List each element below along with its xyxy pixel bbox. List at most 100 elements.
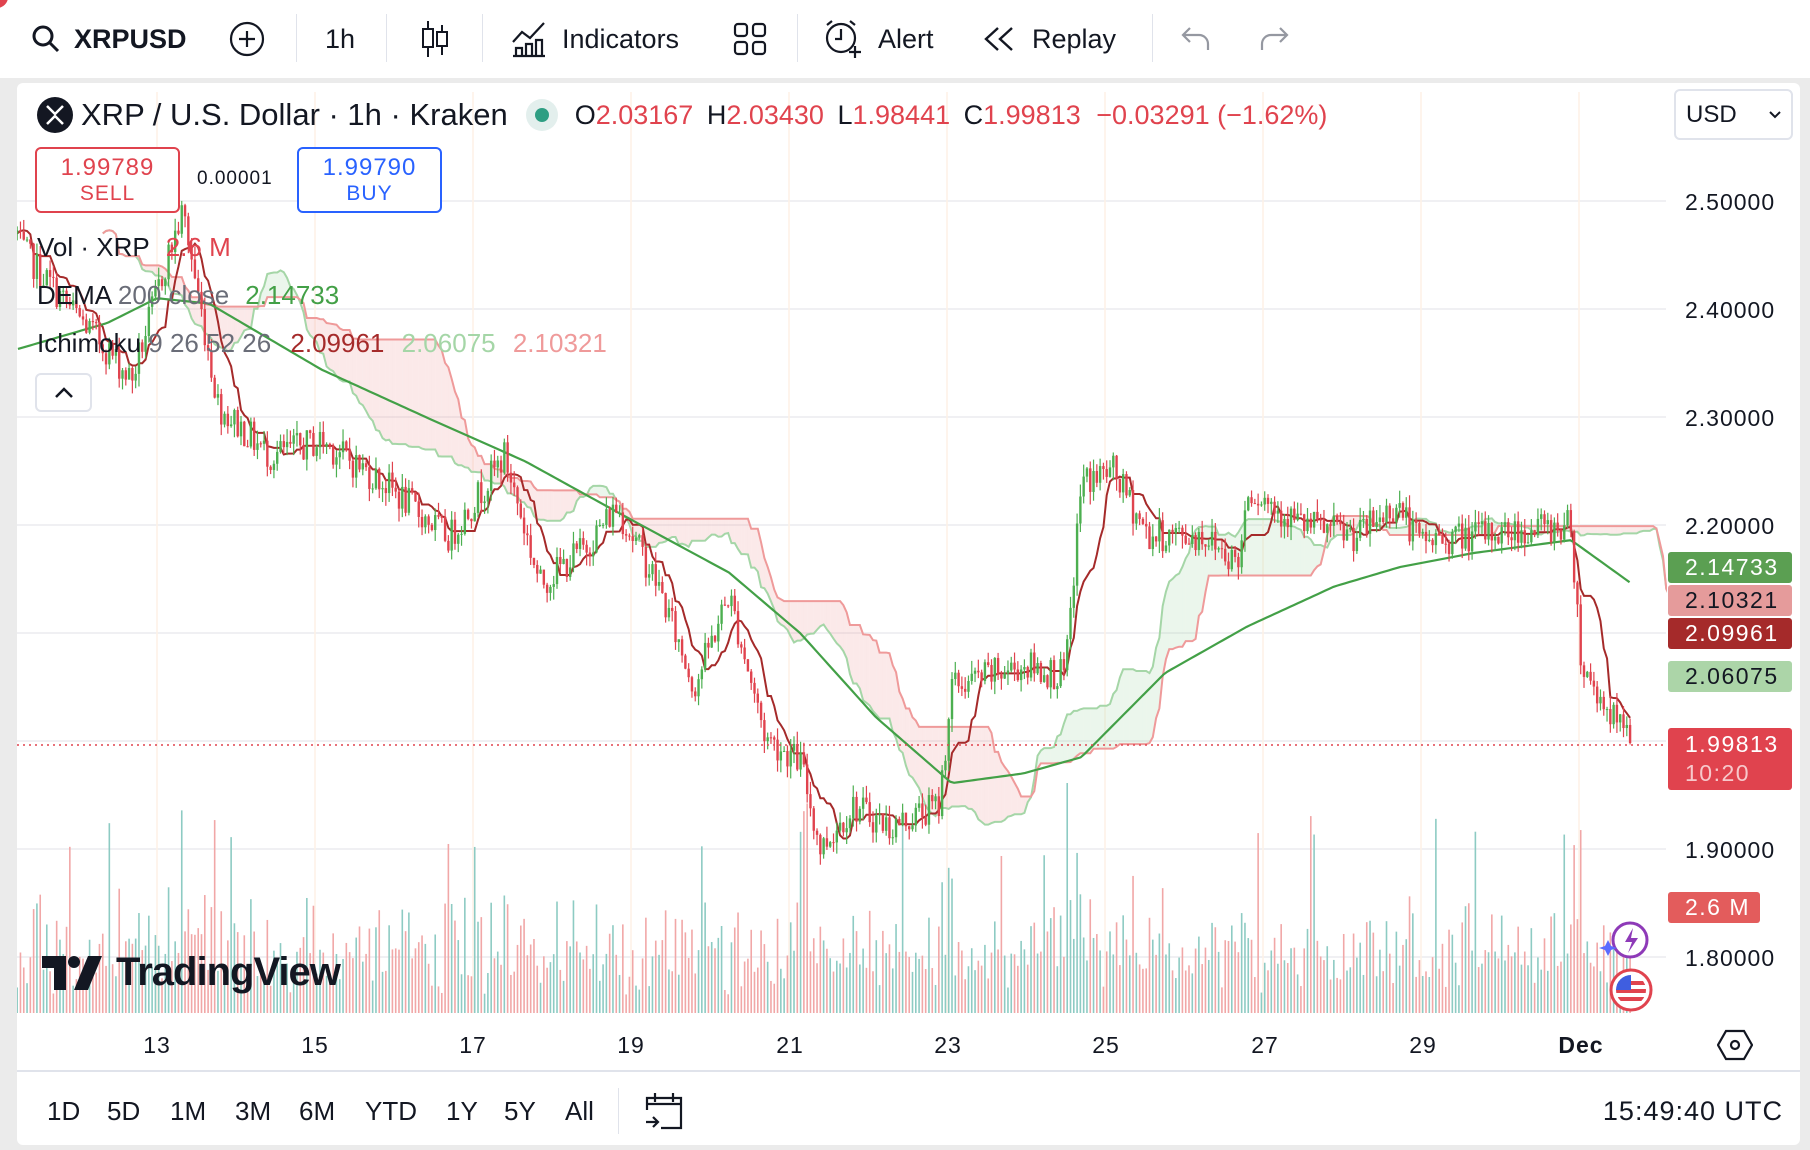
ichimoku-cloud xyxy=(1175,573,1180,648)
ichimoku-legend[interactable]: Ichimoku 9 26 52 26 2.09961 2.06075 2.10… xyxy=(37,328,607,358)
ichimoku-cloud xyxy=(1093,708,1097,749)
range-button-5y[interactable]: 5Y xyxy=(504,1096,536,1126)
candle xyxy=(578,538,582,549)
undo-button[interactable] xyxy=(1180,0,1214,78)
candle xyxy=(1332,515,1336,526)
candle xyxy=(1540,514,1543,519)
layouts-button[interactable] xyxy=(732,0,768,78)
ichimoku-cloud xyxy=(958,726,962,807)
candle xyxy=(1164,545,1168,552)
ichimoku-cloud xyxy=(754,528,758,572)
ichimoku-cloud xyxy=(277,270,281,298)
candle xyxy=(651,564,654,575)
candle xyxy=(746,659,750,672)
ichimoku-cloud xyxy=(1195,526,1199,639)
candle xyxy=(394,487,397,492)
volume-bar xyxy=(1474,831,1477,1013)
volume-bar xyxy=(1290,948,1292,1013)
volume-bar xyxy=(635,985,637,1013)
ichimoku-cloud xyxy=(1073,710,1078,759)
range-button-all[interactable]: All xyxy=(565,1096,594,1126)
candle xyxy=(345,441,348,450)
last-price: 1.99813 xyxy=(1685,731,1779,757)
sell-button[interactable]: 1.99789 SELL xyxy=(35,147,180,213)
range-button-1d[interactable]: 1D xyxy=(47,1096,81,1126)
candle xyxy=(934,796,937,802)
range-button-5d[interactable]: 5D xyxy=(107,1096,141,1126)
range-button-6m[interactable]: 6M xyxy=(299,1096,336,1126)
chart-type-button[interactable] xyxy=(420,0,450,78)
replay-button[interactable]: Replay xyxy=(982,0,1116,78)
candle xyxy=(170,244,174,253)
volume-bar xyxy=(1286,963,1289,1013)
volume-bar xyxy=(1201,964,1203,1013)
volume-bar xyxy=(1438,968,1440,1013)
candle xyxy=(272,463,276,470)
candle xyxy=(1069,607,1072,640)
volume-bar xyxy=(1507,944,1510,1013)
candle xyxy=(884,817,888,831)
volume-bar xyxy=(1056,966,1059,1013)
candle xyxy=(447,540,450,551)
market-status-icon[interactable] xyxy=(525,99,558,131)
volume-bar xyxy=(852,915,855,1013)
ichimoku-cloud xyxy=(145,265,149,272)
candle xyxy=(796,743,799,770)
ichimoku-cloud xyxy=(688,518,692,547)
volume-legend[interactable]: Vol · XRP 2.6 M xyxy=(37,232,231,262)
candle xyxy=(1174,527,1178,534)
ichimoku-cloud xyxy=(313,317,317,343)
volume-bar xyxy=(1487,952,1490,1013)
alert-button[interactable]: Alert xyxy=(822,0,934,78)
volume-bar xyxy=(1553,913,1556,1013)
volume-bar xyxy=(1408,896,1411,1013)
volume-bar xyxy=(760,930,762,1013)
us-flag-icon[interactable] xyxy=(1608,967,1654,1013)
candle xyxy=(68,302,72,306)
tradingview-logo[interactable]: TradingView xyxy=(42,950,341,995)
tradingview-logo-icon xyxy=(42,955,102,990)
range-button-3m[interactable]: 3M xyxy=(235,1096,272,1126)
volume-bar xyxy=(796,902,799,1013)
volume-bar xyxy=(454,920,456,1013)
ichimoku-cloud xyxy=(1277,521,1282,576)
candle xyxy=(588,552,592,557)
ichimoku-cloud xyxy=(902,698,906,766)
candle xyxy=(361,463,364,470)
interval-button[interactable]: 1h xyxy=(325,0,355,78)
chart-settings-icon[interactable] xyxy=(1717,1029,1753,1061)
volume-bar xyxy=(1491,914,1493,1013)
candle xyxy=(1036,662,1039,674)
volume-bar xyxy=(786,955,789,1013)
ai-assistant-icon[interactable] xyxy=(1598,918,1654,966)
currency-select[interactable]: USD xyxy=(1674,89,1793,140)
buy-button[interactable]: 1.99790 BUY xyxy=(297,147,442,213)
grid-layout-icon xyxy=(733,22,767,56)
indicators-button[interactable]: Indicators xyxy=(510,0,679,78)
candle xyxy=(684,655,687,669)
utc-clock[interactable]: 15:49:40 UTC xyxy=(1602,1096,1783,1126)
volume-bar xyxy=(1043,855,1045,1013)
dema-legend[interactable]: DEMA 200 close 2.14733 xyxy=(37,280,340,310)
ichimoku-cloud xyxy=(1149,666,1153,744)
volume-bar xyxy=(1184,970,1187,1013)
compare-symbol-button[interactable] xyxy=(228,0,266,78)
ichimoku-cloud xyxy=(1103,705,1107,749)
redo-button[interactable] xyxy=(1256,0,1290,78)
range-button-1m[interactable]: 1M xyxy=(170,1096,207,1126)
volume-bar xyxy=(1072,938,1075,1013)
candle xyxy=(1266,497,1270,504)
volume-bar xyxy=(431,985,433,1013)
ichimoku-cloud xyxy=(800,601,804,641)
go-to-date-icon[interactable] xyxy=(643,1090,685,1132)
volume-bar xyxy=(1530,928,1533,1013)
range-button-1y[interactable]: 1Y xyxy=(446,1096,478,1126)
volume-bar xyxy=(299,947,302,1013)
collapse-legend-button[interactable] xyxy=(35,373,92,412)
volume-bar xyxy=(385,970,387,1013)
volume-bar xyxy=(335,953,338,1013)
range-button-ytd[interactable]: YTD xyxy=(365,1096,417,1126)
ichimoku-cloud xyxy=(468,438,472,472)
symbol-search-button[interactable]: XRPUSD xyxy=(30,0,187,78)
